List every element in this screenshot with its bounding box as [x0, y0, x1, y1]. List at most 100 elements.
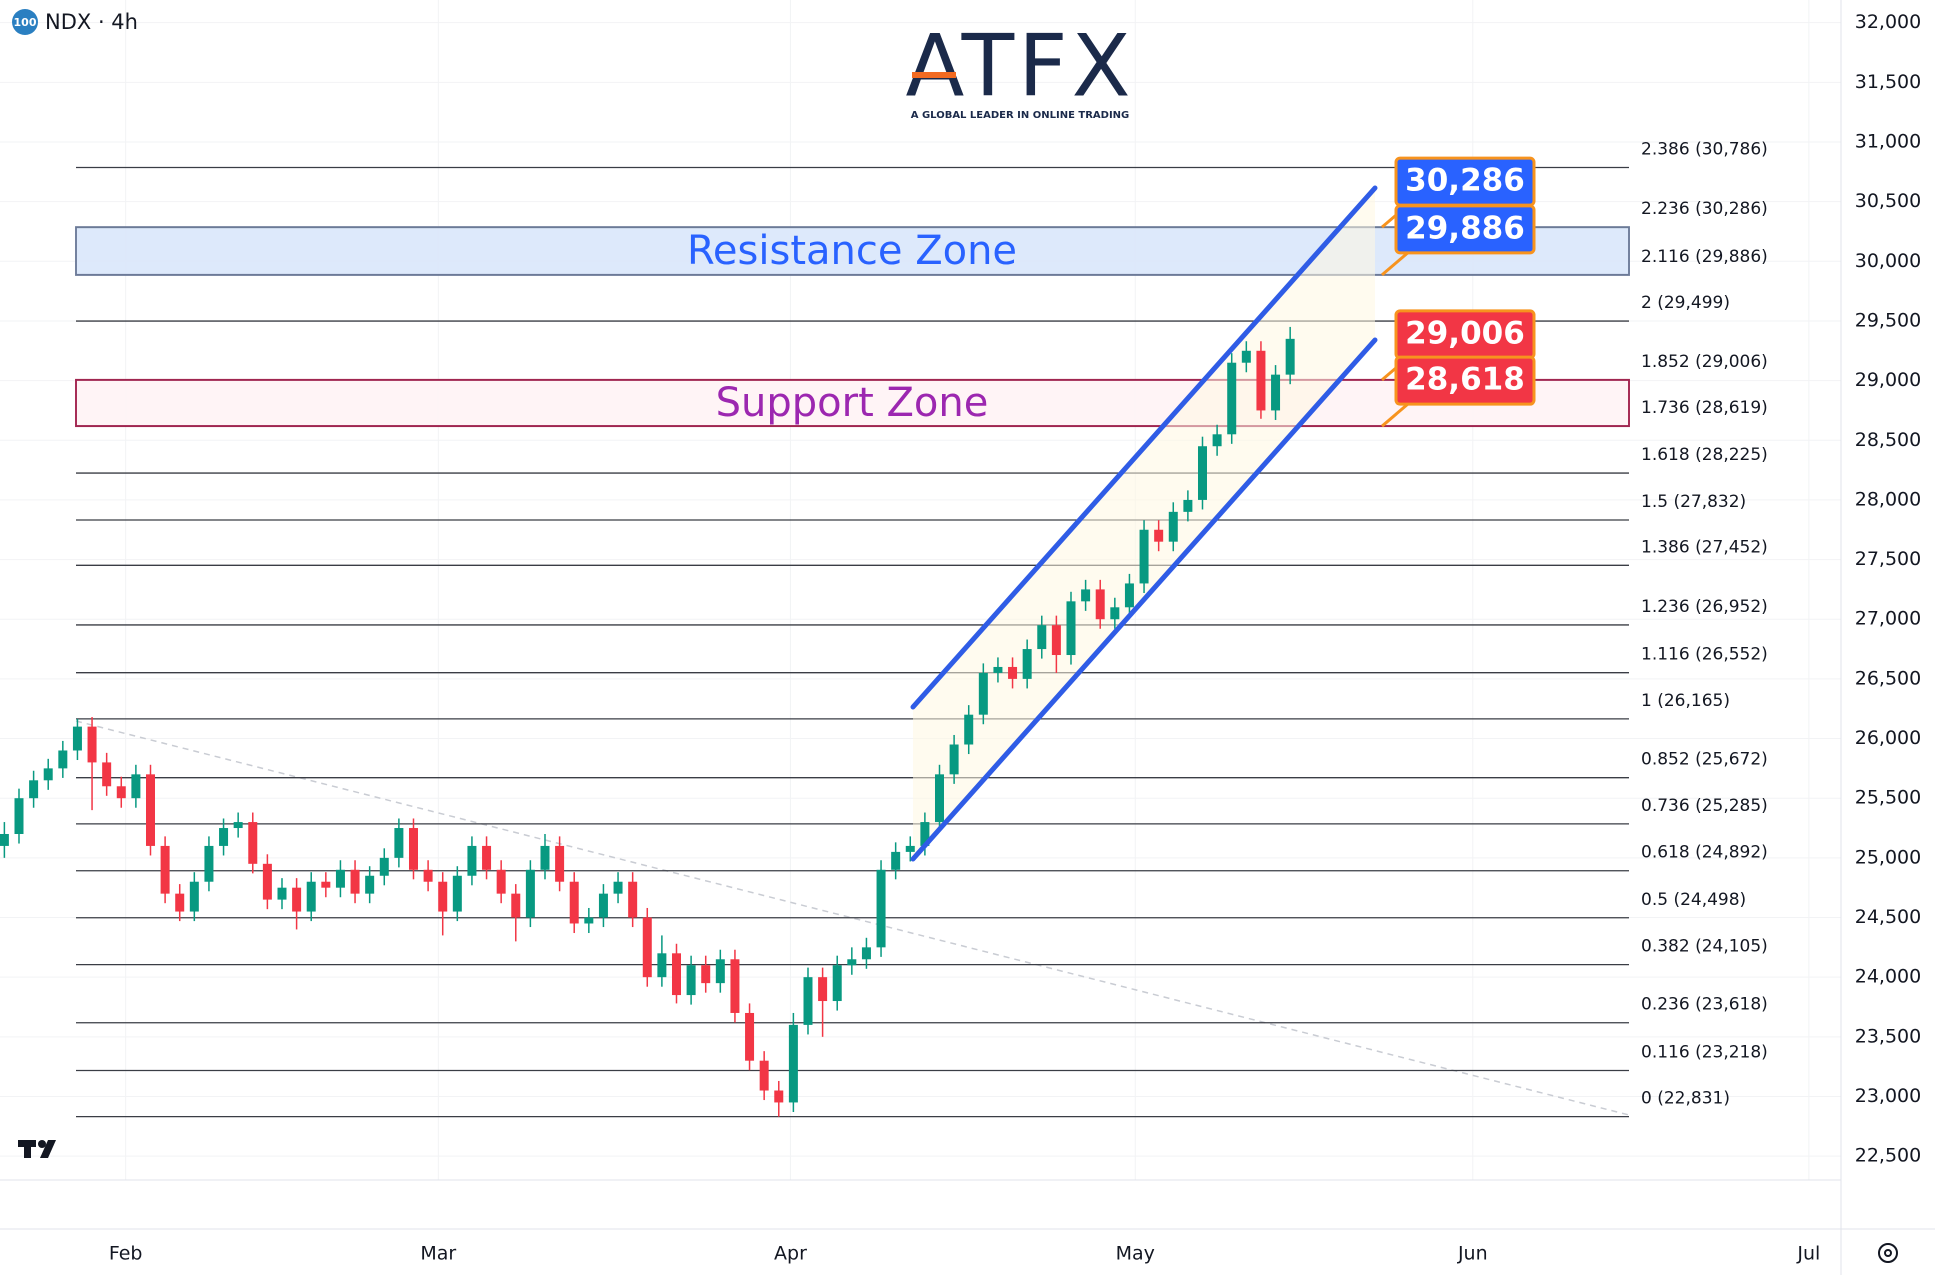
y-tick-label: 29,500 [1855, 309, 1921, 331]
candle-body [1212, 434, 1222, 447]
candle-body [701, 965, 711, 984]
candle-body [1081, 589, 1091, 602]
tag-connector [1381, 401, 1411, 428]
candle-body [861, 947, 871, 960]
candle-body [525, 869, 535, 918]
fib-label: 2.386 (30,786) [1641, 140, 1768, 160]
candle-body [160, 845, 170, 894]
candles [0, 326, 1295, 1117]
tag-connector [1381, 249, 1411, 277]
y-tick-label: 28,500 [1855, 429, 1921, 451]
price-tag-label: 30,286 [1405, 163, 1525, 199]
fib-label: 1.852 (29,006) [1641, 352, 1768, 372]
candle-body [350, 869, 360, 894]
fib-label: 2.236 (30,286) [1641, 199, 1768, 219]
candle-body [1110, 607, 1120, 620]
candle-body [306, 881, 316, 912]
candle-body [219, 828, 229, 846]
candle-body [496, 869, 506, 894]
candle-body [189, 881, 199, 912]
candle-body [920, 822, 930, 846]
candle-body [1285, 338, 1295, 375]
logo-tagline: A GLOBAL LEADER IN ONLINE TRADING [911, 110, 1130, 121]
fib-label: 0.736 (25,285) [1641, 796, 1768, 816]
x-tick-label: Apr [774, 1243, 807, 1265]
candle-body [876, 869, 886, 948]
candle-body [365, 875, 375, 894]
price-tags: 30,286 29,886 29,006 28,618 [1381, 156, 1536, 428]
zone [75, 378, 1630, 428]
settings-icon[interactable] [1878, 1243, 1898, 1263]
candle-body [1168, 511, 1178, 542]
fib-label: 1.116 (26,552) [1641, 645, 1768, 665]
fib-label: 0.382 (24,105) [1641, 937, 1768, 957]
y-tick-label: 26,500 [1855, 667, 1921, 689]
candle-body [0, 833, 9, 846]
time-axis: Feb Mar Apr May Jun Jul [109, 1243, 1820, 1265]
fib-label: 1 (26,165) [1641, 691, 1730, 711]
candle-body [1256, 350, 1266, 411]
candle-body [335, 869, 345, 888]
candle-body [1051, 625, 1061, 656]
x-tick-label: Feb [109, 1243, 143, 1265]
candle-body [423, 869, 433, 882]
fib-label: 0.236 (23,618) [1641, 995, 1768, 1015]
y-tick-label: 27,500 [1855, 548, 1921, 570]
candle-body [87, 726, 97, 763]
y-tick-label: 24,000 [1855, 966, 1921, 988]
candle-body [613, 881, 623, 894]
zone-label: Resistance Zone [687, 228, 1017, 274]
candle-body [379, 857, 389, 876]
fib-label: 1.618 (28,225) [1641, 445, 1768, 465]
candle-body [905, 845, 915, 852]
candle-body [29, 780, 39, 799]
candle-body [511, 893, 521, 918]
candle-body [482, 845, 492, 870]
candle-body [759, 1060, 769, 1091]
y-tick-label: 25,000 [1855, 846, 1921, 868]
candle-body [642, 917, 652, 978]
candle-body [1154, 529, 1164, 542]
candle-body [452, 875, 462, 912]
candle-body [555, 845, 565, 882]
y-tick-label: 30,500 [1855, 190, 1921, 212]
candle-body [818, 977, 828, 1002]
candle-body [408, 828, 418, 870]
fib-label: 2.116 (29,886) [1641, 247, 1768, 267]
fib-label: 0.5 (24,498) [1641, 890, 1746, 910]
x-tick-label: Jul [1796, 1243, 1820, 1265]
candle-body [58, 750, 68, 769]
candle-body [1066, 601, 1076, 656]
price-axis: 22,500 23,000 23,500 24,000 24,500 25,000 25,5… [1855, 11, 1921, 1166]
price-tag-label: 28,618 [1405, 362, 1525, 398]
y-tick-label: 32,000 [1855, 11, 1921, 33]
candle-body [262, 863, 272, 900]
logo: ATFX [905, 16, 1134, 116]
symbol-label[interactable]: NDX · 4h [45, 10, 138, 34]
candle-body [715, 959, 725, 984]
candle-body [1095, 589, 1105, 620]
fib-label: 0.852 (25,672) [1641, 750, 1768, 770]
candle-body [145, 774, 155, 846]
candle-body [832, 965, 842, 1002]
candle-body [628, 881, 638, 918]
candle-body [233, 822, 243, 829]
candle-body [438, 881, 448, 912]
candle-body [72, 726, 82, 751]
fib-label: 2 (29,499) [1641, 293, 1730, 313]
fib-label: 1.386 (27,452) [1641, 537, 1768, 557]
fib-label: 0 (22,831) [1641, 1089, 1730, 1109]
candle-body [745, 1012, 755, 1061]
candle-body [14, 798, 24, 834]
y-tick-label: 30,000 [1855, 250, 1921, 272]
candle-body [292, 887, 302, 912]
candle-body [774, 1090, 784, 1103]
y-tick-label: 31,000 [1855, 130, 1921, 152]
candle-body [686, 965, 696, 996]
candle-body [730, 959, 740, 1013]
candle-body [467, 845, 477, 876]
candle-body [321, 881, 331, 888]
